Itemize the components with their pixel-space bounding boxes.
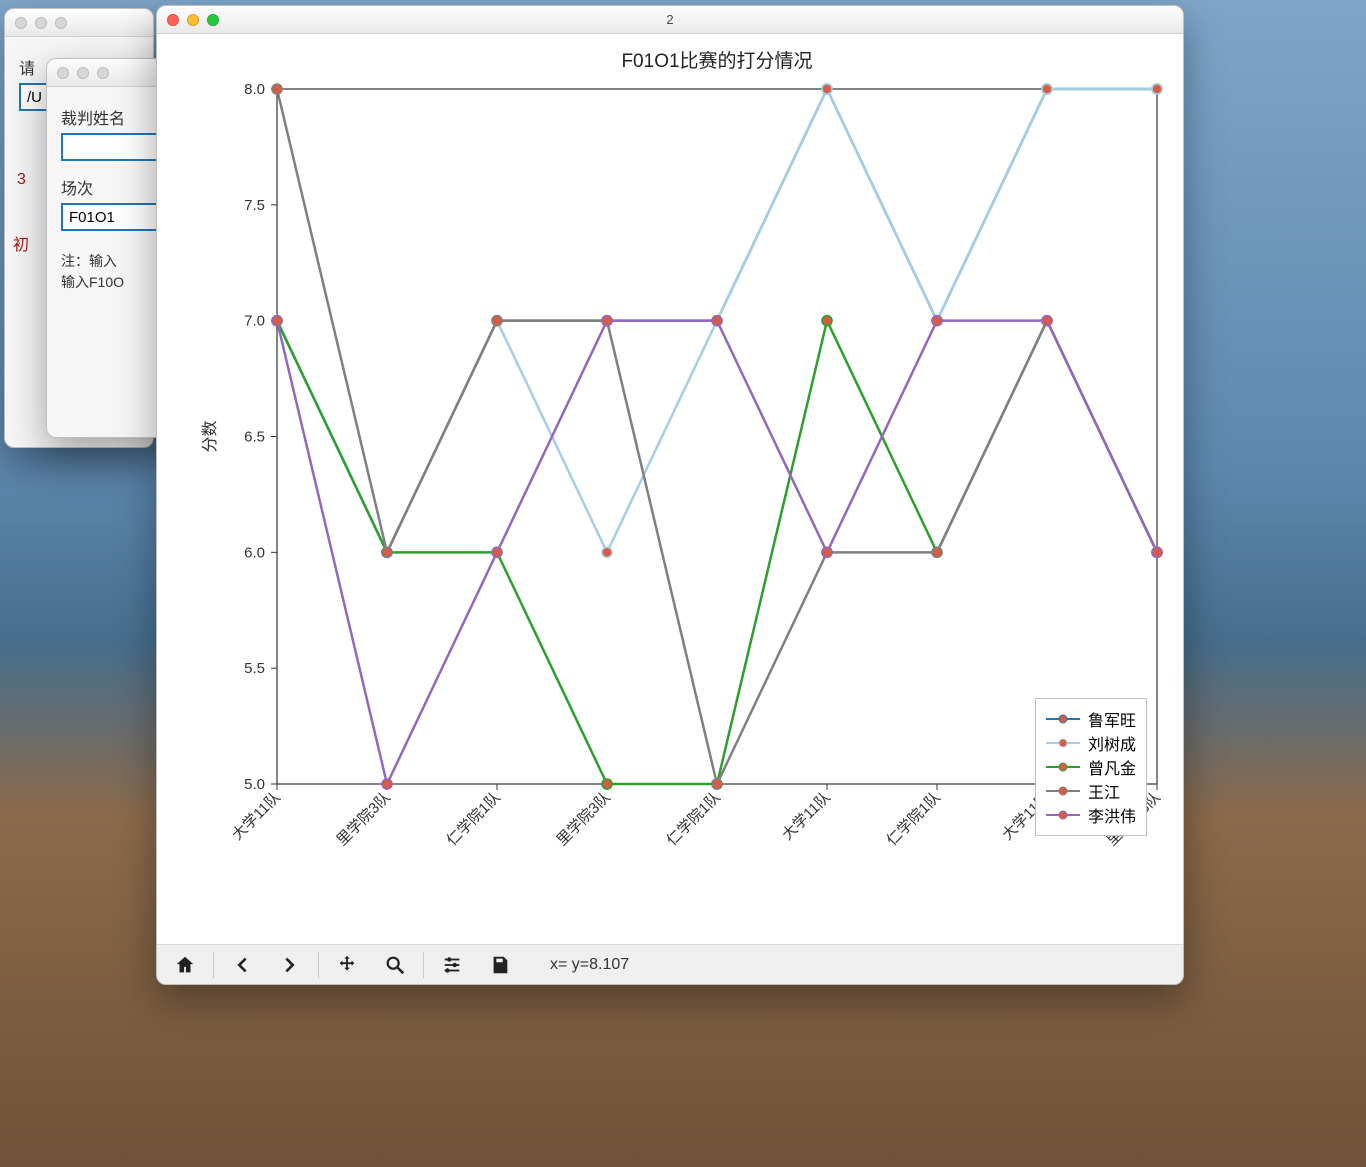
- legend-item: 李洪伟: [1046, 803, 1136, 827]
- arrow-right-icon: [279, 954, 301, 976]
- legend-swatch: [1046, 814, 1080, 816]
- minimize-icon[interactable]: [77, 67, 89, 79]
- series-marker: [602, 779, 612, 789]
- window-a-titlebar[interactable]: [5, 9, 153, 37]
- y-tick-label: 8.0: [244, 81, 265, 98]
- back-button[interactable]: [220, 948, 264, 982]
- series-marker: [272, 84, 282, 94]
- arrow-left-icon: [231, 954, 253, 976]
- forward-button[interactable]: [268, 948, 312, 982]
- y-axis-label: 分数: [201, 420, 219, 452]
- series-marker: [1042, 84, 1052, 94]
- legend-label: 曾凡金: [1088, 755, 1136, 779]
- home-button[interactable]: [163, 948, 207, 982]
- close-icon[interactable]: [57, 67, 69, 79]
- legend-item: 王江: [1046, 779, 1136, 803]
- series-marker: [492, 316, 502, 326]
- x-tick-label: 里学院3队: [333, 788, 394, 849]
- series-marker: [382, 547, 392, 557]
- pan-button[interactable]: [325, 948, 369, 982]
- save-button[interactable]: [478, 948, 522, 982]
- legend-label: 李洪伟: [1088, 803, 1136, 827]
- zoom-icon[interactable]: [97, 67, 109, 79]
- zoom-icon[interactable]: [207, 14, 219, 26]
- x-tick-label: 仁学院1队: [443, 788, 504, 849]
- series-marker: [932, 547, 942, 557]
- legend-swatch: [1046, 766, 1080, 768]
- legend-label: 刘树成: [1088, 731, 1136, 755]
- x-tick-label: 大学11队: [779, 789, 834, 844]
- legend-swatch: [1046, 718, 1080, 720]
- legend-label: 王江: [1088, 779, 1120, 803]
- chart-legend: 鲁军旺刘树成曾凡金王江李洪伟: [1035, 698, 1147, 836]
- coord-readout: x= y=8.107: [550, 956, 629, 974]
- zoom-icon[interactable]: [55, 17, 67, 29]
- plot-window: 2 F01O1比赛的打分情况 5.0 5.5 6.0 6.5 7.0 7.5 8.0 分数大学1…: [156, 5, 1184, 985]
- legend-item: 刘树成: [1046, 731, 1136, 755]
- series-marker: [932, 316, 942, 326]
- chart-title: F01O1比赛的打分情况: [621, 50, 812, 72]
- x-tick-label: 里学院3队: [553, 788, 614, 849]
- series-marker: [1042, 316, 1052, 326]
- series-marker: [822, 547, 832, 557]
- y-tick-label: 6.0: [244, 544, 265, 561]
- series-marker: [712, 779, 722, 789]
- y-tick-label: 6.5: [244, 429, 265, 446]
- series-marker: [1152, 547, 1162, 557]
- legend-item: 鲁军旺: [1046, 707, 1136, 731]
- axes-frame: [277, 89, 1157, 784]
- series-marker: [492, 547, 502, 557]
- legend-swatch: [1046, 790, 1080, 792]
- series-marker: [712, 316, 722, 326]
- series-marker: [822, 316, 832, 326]
- series-line: [277, 321, 1157, 784]
- minimize-icon[interactable]: [35, 17, 47, 29]
- series-marker: [272, 316, 282, 326]
- x-tick-label: 仁学院1队: [883, 788, 944, 849]
- plot-window-titlebar[interactable]: 2: [157, 6, 1183, 34]
- move-icon: [336, 954, 358, 976]
- close-icon[interactable]: [167, 14, 179, 26]
- chart-canvas[interactable]: F01O1比赛的打分情况 5.0 5.5 6.0 6.5 7.0 7.5 8.0 分数大学11队…: [157, 34, 1183, 944]
- y-tick-label: 7.5: [244, 197, 265, 214]
- save-icon: [489, 954, 511, 976]
- magnify-icon: [384, 954, 406, 976]
- home-icon: [174, 954, 196, 976]
- close-icon[interactable]: [15, 17, 27, 29]
- matplotlib-toolbar: x= y=8.107: [157, 944, 1183, 984]
- series-marker: [382, 779, 392, 789]
- x-tick-label: 大学11队: [229, 789, 284, 844]
- series-marker: [602, 547, 612, 557]
- plot-window-title: 2: [157, 12, 1183, 27]
- configure-button[interactable]: [430, 948, 474, 982]
- series-marker: [1152, 84, 1162, 94]
- legend-item: 曾凡金: [1046, 755, 1136, 779]
- y-tick-label: 7.0: [244, 313, 265, 330]
- legend-label: 鲁军旺: [1088, 707, 1136, 731]
- series-line: [277, 89, 1157, 784]
- legend-swatch: [1046, 742, 1080, 744]
- y-tick-label: 5.5: [244, 660, 265, 677]
- series-marker: [602, 316, 612, 326]
- x-tick-label: 仁学院1队: [663, 788, 724, 849]
- y-tick-label: 5.0: [244, 776, 265, 793]
- minimize-icon[interactable]: [187, 14, 199, 26]
- zoom-button[interactable]: [373, 948, 417, 982]
- sliders-icon: [441, 954, 463, 976]
- series-marker: [822, 84, 832, 94]
